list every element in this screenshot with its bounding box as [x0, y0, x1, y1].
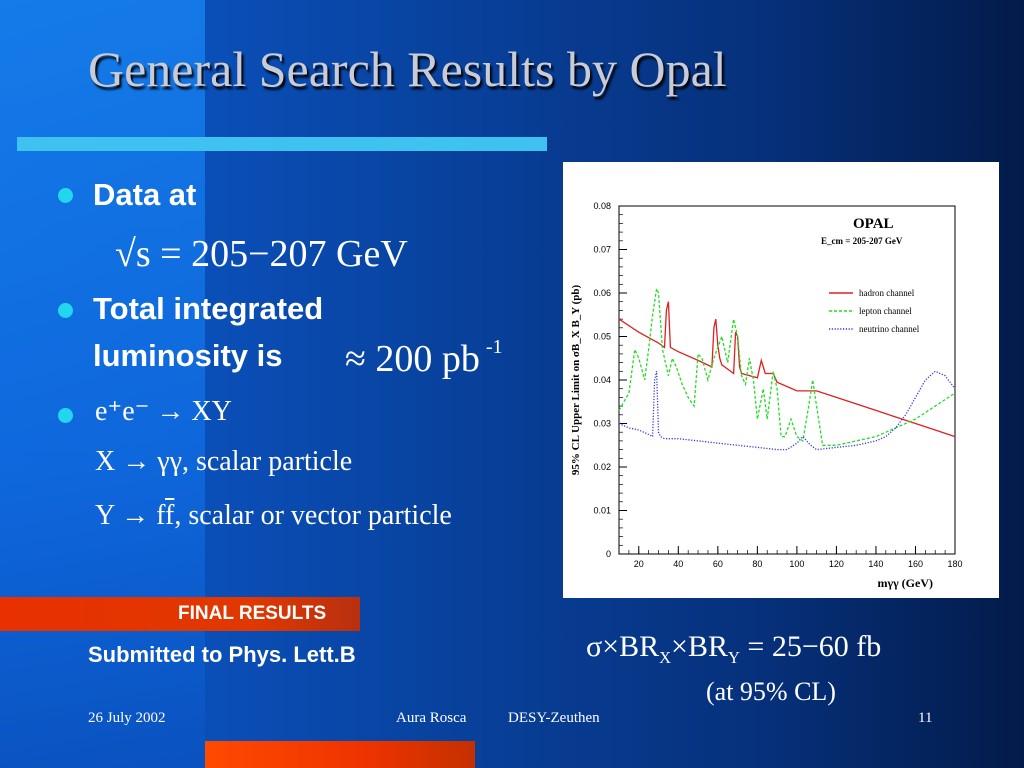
footer-author: Aura Rosca: [396, 710, 467, 726]
title-underline: [17, 137, 547, 151]
bullet-data-at: Data at: [93, 177, 197, 212]
sqrt-symbol: √: [115, 233, 136, 275]
legend-label: neutrino channel: [859, 324, 920, 334]
x-axis-label: mγγ (GeV): [877, 576, 933, 590]
result-br: ×BR: [671, 630, 728, 663]
series-line-hadron: [618, 301, 956, 438]
y-tick-label: 0.03: [593, 419, 611, 429]
lumi-value-text: ≈ 200 pb: [345, 338, 480, 380]
x-tick-label: 20: [634, 559, 644, 569]
series-line-lepton: [618, 286, 956, 446]
result-sub-x: X: [659, 648, 672, 667]
series-line-neutrino: [618, 370, 956, 451]
process-formula: e⁺e⁻ → XY: [95, 396, 232, 427]
bullet-lumi-line2: luminosity is: [93, 338, 283, 373]
bullet-lumi-line1: Total integrated: [93, 291, 324, 326]
limit-chart: 0 0.01 0.02 0.03 0.04 0.05 0.06 0.07 0.08 20 40 60 8…: [563, 162, 999, 598]
x-tick-label: 120: [829, 559, 844, 569]
footer-page-number: 11: [918, 710, 933, 726]
chart-subtitle: E_cm = 205-207 GeV: [821, 236, 903, 246]
x-tick-label: 180: [947, 559, 962, 569]
bullet-dot: [58, 408, 73, 423]
y-tick-label: 0.06: [593, 288, 611, 298]
sqrt-s-text: s = 205−207 GeV: [135, 233, 408, 275]
x-tick-label: 80: [752, 559, 762, 569]
x-tick-label: 100: [789, 559, 804, 569]
y-tick-label: 0.08: [593, 201, 611, 211]
y-tick-label: 0.07: [593, 245, 611, 255]
y-tick-label: 0.01: [593, 506, 611, 516]
y-decay-rest: , scalar or vector particle: [174, 500, 452, 531]
result-value: = 25−60 fb: [747, 630, 882, 663]
y-decay-fbar: f: [165, 500, 175, 531]
y-decay-prefix: Y → f: [95, 500, 165, 531]
y-tick-label: 0.05: [593, 332, 611, 342]
x-tick-label: 140: [868, 559, 883, 569]
result-formula: σ×BRX×BRY = 25−60 fb: [586, 630, 881, 668]
y-tick-label: 0: [606, 549, 611, 559]
result-sub-y: Y: [728, 648, 740, 667]
x-tick-label: 160: [908, 559, 923, 569]
x-tick-label: 40: [673, 559, 683, 569]
bullet-dot: [58, 188, 73, 203]
result-confidence: (at 95% CL): [706, 677, 836, 706]
result-sigma-br: σ×BR: [586, 630, 660, 663]
sqrt-s-formula: √s = 205−207 GeV: [115, 232, 408, 276]
legend-label: hadron channel: [859, 288, 915, 298]
y-tick-label: 0.04: [593, 375, 611, 385]
submitted-note: Submitted to Phys. Lett.B: [88, 642, 356, 667]
bottom-accent-bar: [205, 741, 475, 768]
bullet-dot: [58, 303, 73, 318]
y-axis-label: 95% CL Upper Limit on σB_X B_Y (pb): [570, 285, 582, 476]
y-tick-label: 0.02: [593, 462, 611, 472]
lumi-value: ≈ 200 pb -1: [345, 336, 503, 381]
x-tick-label: 60: [713, 559, 723, 569]
y-decay-formula: Y → ff, scalar or vector particle: [95, 500, 452, 532]
footer-date: 26 July 2002: [88, 710, 166, 726]
footer-institute: DESY-Zeuthen: [508, 710, 600, 726]
x-decay-formula: X → γγ, scalar particle: [95, 446, 353, 477]
limit-chart-svg: 0 0.01 0.02 0.03 0.04 0.05 0.06 0.07 0.08 20 40 60 8…: [570, 201, 963, 590]
final-results-label: FINAL RESULTS: [178, 603, 327, 624]
chart-title: OPAL: [853, 216, 894, 232]
lumi-exponent: -1: [485, 336, 503, 358]
plot-frame: [618, 205, 956, 555]
left-accent-band: [0, 0, 205, 768]
final-results-bar: [0, 597, 360, 631]
slide-title: General Search Results by Opal: [88, 41, 727, 97]
legend-label: lepton channel: [859, 306, 912, 316]
